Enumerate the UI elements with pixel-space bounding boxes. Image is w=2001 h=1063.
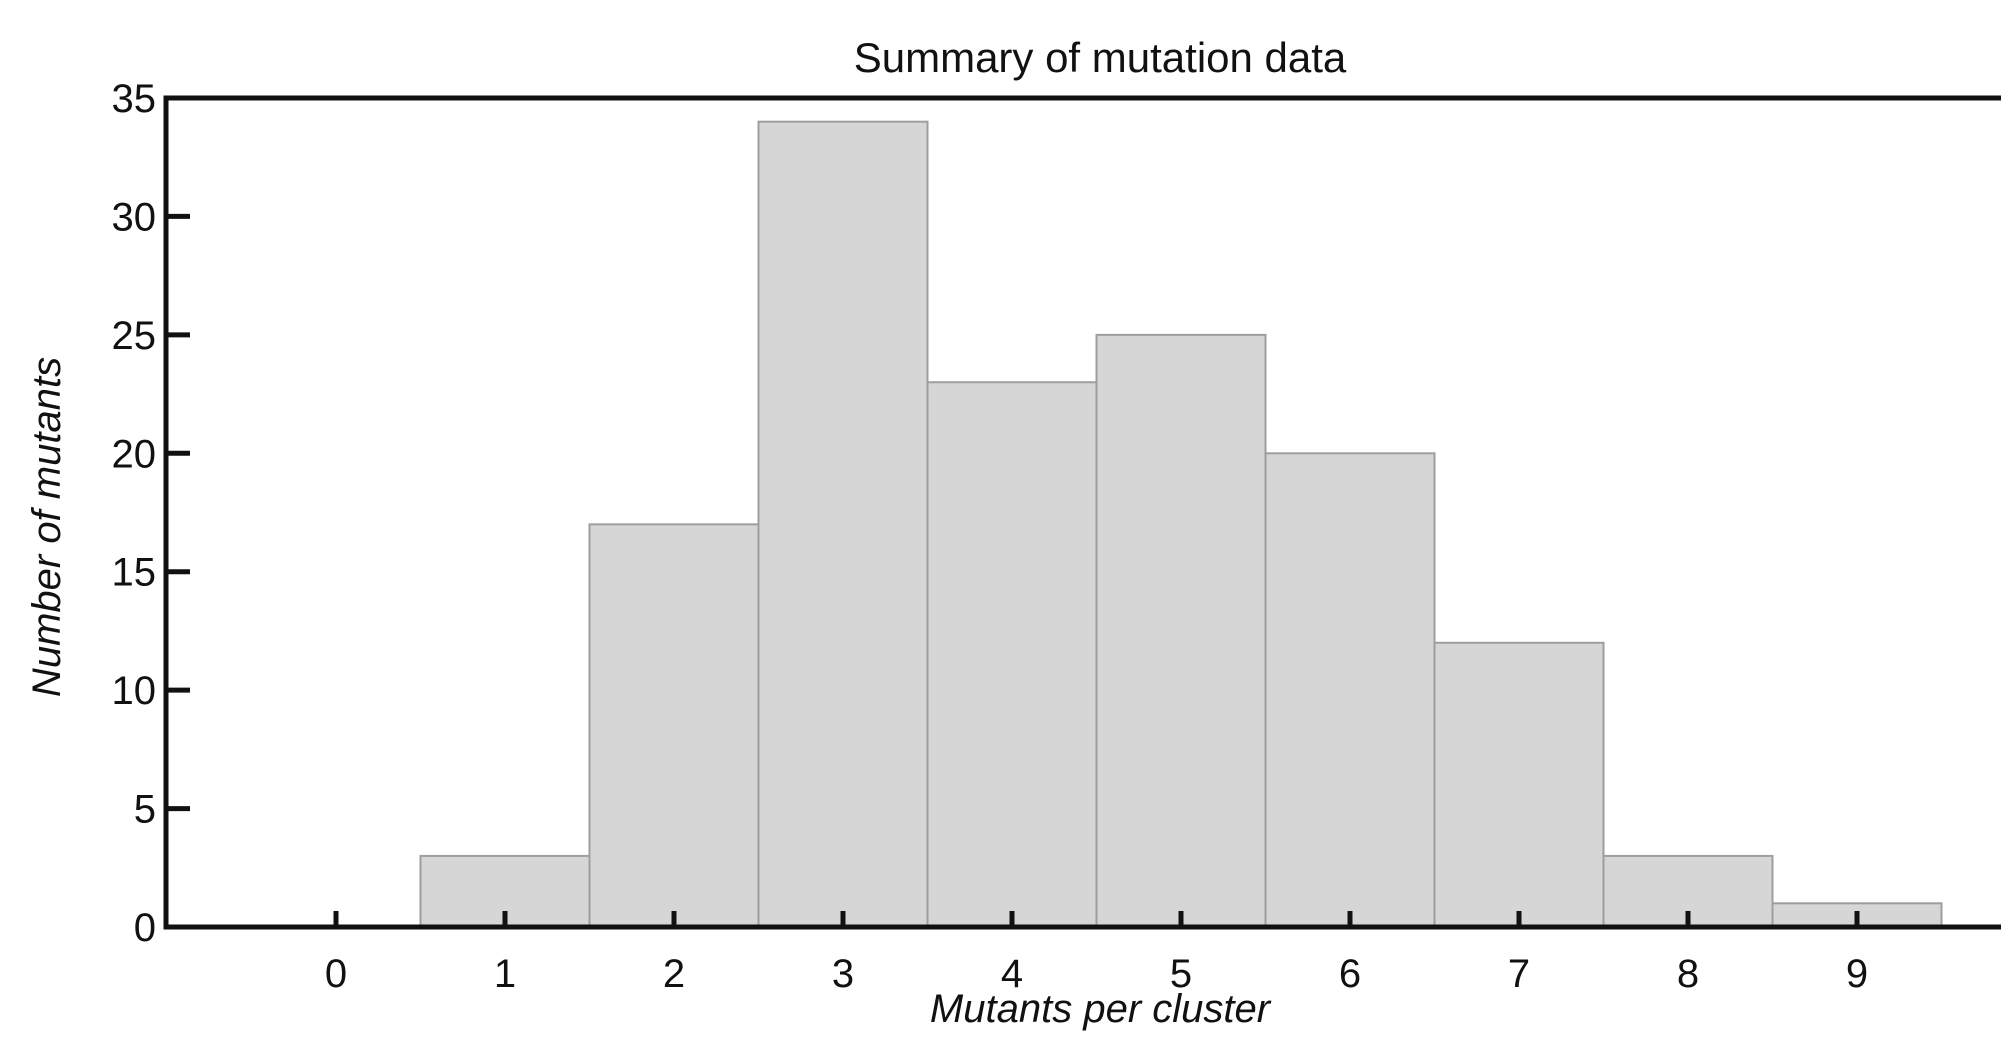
x-tick-label: 7	[1508, 952, 1530, 996]
x-tick-label: 5	[1170, 952, 1192, 996]
y-tick-label: 30	[112, 195, 157, 239]
bar-2	[588, 523, 760, 928]
bar-7	[1433, 641, 1605, 928]
y-tick-label: 25	[112, 314, 157, 358]
y-tick-label: 10	[112, 669, 157, 713]
plot-frame	[163, 95, 2001, 930]
x-tick-label: 6	[1339, 952, 1361, 996]
y-tick-label: 15	[112, 551, 157, 595]
y-ticks-group: 0 5 10 15 20 25 30 35	[112, 77, 190, 950]
y-tick-label: 35	[112, 77, 157, 121]
bars-group	[419, 120, 1943, 929]
y-tick-label: 5	[134, 788, 156, 832]
y-axis-label: Number of mutants	[25, 357, 69, 697]
x-tick-label: 1	[494, 952, 516, 996]
y-tick-label: 0	[134, 906, 156, 950]
chart-title: Summary of mutation data	[854, 34, 1347, 81]
x-ticks-group: 0 1 2 3 4 5 6 7 8 9	[325, 911, 1868, 996]
bar-6	[1264, 452, 1436, 928]
x-tick-label: 9	[1846, 952, 1868, 996]
bar-3	[757, 120, 929, 928]
x-tick-label: 8	[1677, 952, 1699, 996]
x-axis-label: Mutants per cluster	[930, 987, 1272, 1031]
y-tick-label: 20	[112, 432, 157, 476]
x-tick-label: 3	[832, 952, 854, 996]
bar-5	[1095, 333, 1267, 929]
bar-4	[926, 381, 1098, 928]
x-tick-label: 2	[663, 952, 685, 996]
x-tick-label: 0	[325, 952, 347, 996]
x-tick-label: 4	[1001, 952, 1023, 996]
